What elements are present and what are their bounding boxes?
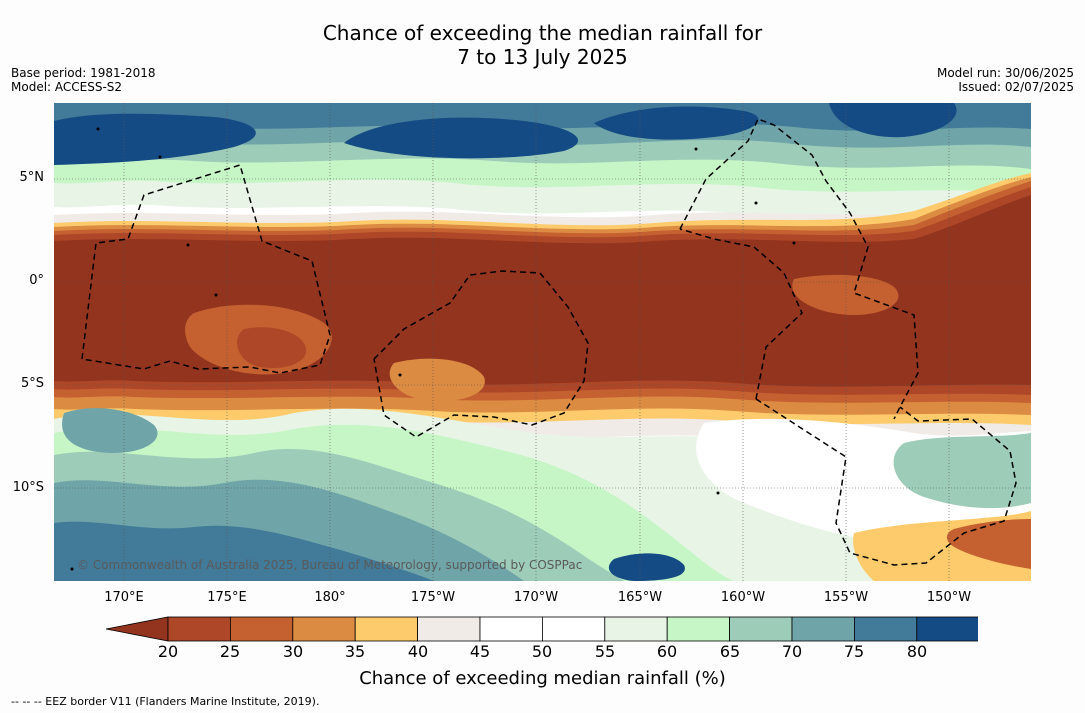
colorbar-tick-75: 75 <box>843 642 865 661</box>
lat-label-5n: 5°N <box>19 170 45 185</box>
base-period-text: Base period: 1981-2018 <box>11 66 156 80</box>
model-text: Model: ACCESS-S2 <box>11 80 123 94</box>
band-over-80-east <box>829 103 957 138</box>
eez-cook <box>755 398 1017 566</box>
band-over-80-west <box>54 113 256 165</box>
metadata-right: Model run: 30/06/2025 Issued: 02/07/2025 <box>937 66 1074 94</box>
colorbar-tick-80: 80 <box>906 642 928 661</box>
island-dot <box>694 147 698 151</box>
islands <box>70 127 796 571</box>
graticule <box>54 103 1031 581</box>
lon-label-165w: 165°W <box>617 590 663 605</box>
lon-label-155w: 155°W <box>823 590 869 605</box>
colorbar-tick-65: 65 <box>719 642 741 661</box>
colorbar-cell <box>230 616 294 642</box>
dry-lobe-central <box>389 358 485 402</box>
island-dot <box>754 201 758 205</box>
rainfall-map[interactable] <box>54 103 1031 581</box>
colorbar-tick-40: 40 <box>407 642 429 661</box>
equatorial-dry-region <box>54 173 1031 443</box>
copyright-text: © Commonwealth of Australia 2025, Bureau… <box>77 558 583 572</box>
lon-label-175w: 175°W <box>410 590 456 605</box>
lon-label-175e: 175°E <box>207 590 247 605</box>
colorbar-tick-25: 25 <box>219 642 241 661</box>
island-dot <box>70 567 74 571</box>
colorbar-tick-30: 30 <box>282 642 304 661</box>
dry-lobe-west-inner <box>237 327 307 369</box>
colorbar-tick-55: 55 <box>594 642 616 661</box>
colorbar-cell <box>791 616 855 642</box>
island-dot <box>398 373 402 377</box>
island-dot <box>186 243 190 247</box>
island-dot <box>214 293 218 297</box>
colorbar-cell <box>417 616 481 642</box>
colorbar-cell <box>604 616 668 642</box>
colorbar-cell <box>666 616 731 642</box>
lon-label-170e: 170°E <box>104 590 144 605</box>
colorbar-tick-45: 45 <box>469 642 491 661</box>
island-dot <box>158 155 162 159</box>
colorbar-arrow-low <box>106 616 169 642</box>
lat-label-0: 0° <box>29 273 44 288</box>
island-dot <box>96 127 100 131</box>
lon-label-150w: 150°W <box>926 590 972 605</box>
colorbar-cell <box>541 616 606 642</box>
island-dot <box>792 241 796 245</box>
southern-wet-region <box>54 408 1031 581</box>
colorbar-tick-50: 50 <box>531 642 553 661</box>
south-band-80 <box>54 521 434 581</box>
colorbar-tick-60: 60 <box>656 642 678 661</box>
eez-kiribati-phoenix <box>373 270 589 438</box>
se-dry-30 <box>946 519 1031 569</box>
south-patch-72 <box>62 408 158 453</box>
colorbar-tick-70: 70 <box>781 642 803 661</box>
colorbar-cells <box>106 616 978 642</box>
se-green <box>893 433 1031 509</box>
colorbar-cell <box>292 616 356 642</box>
colorbar-tick-35: 35 <box>344 642 366 661</box>
eez-footnote: -- -- -- EEZ border V11 (Flanders Marine… <box>11 695 320 708</box>
band-over-80-central <box>344 117 579 159</box>
lat-label-10s: 10°S <box>12 480 44 495</box>
map-canvas <box>54 103 1031 581</box>
south-patch-80 <box>608 553 685 581</box>
issued-text: Issued: 02/07/2025 <box>958 80 1074 94</box>
chart-title: Chance of exceeding the median rainfall … <box>0 21 1085 69</box>
title-line-1: Chance of exceeding the median rainfall … <box>322 21 763 45</box>
dry-blob-east <box>792 274 899 315</box>
eez-kiribati-line <box>679 118 919 420</box>
lon-label-170w: 170°W <box>513 590 559 605</box>
colorbar-cell <box>167 616 231 642</box>
colorbar-cell <box>854 616 918 642</box>
colorbar <box>106 616 978 642</box>
colorbar-cell <box>479 616 543 642</box>
band-over-80-central-2 <box>594 106 759 140</box>
northern-wet-region <box>54 103 1031 221</box>
eez-kiribati-gilberts <box>81 164 331 374</box>
metadata-left: Base period: 1981-2018 Model: ACCESS-S2 <box>11 66 156 94</box>
colorbar-tick-20: 20 <box>157 642 179 661</box>
title-line-2: 7 to 13 July 2025 <box>457 45 628 69</box>
colorbar-cell <box>729 616 793 642</box>
model-run-text: Model run: 30/06/2025 <box>936 66 1074 80</box>
colorbar-cell <box>354 616 418 642</box>
lat-label-5s: 5°S <box>20 376 44 391</box>
island-dot <box>716 491 720 495</box>
colorbar-label: Chance of exceeding median rainfall (%) <box>359 668 726 689</box>
eez-borders <box>81 118 1017 566</box>
eez-line-south <box>679 228 803 400</box>
lon-label-160w: 160°W <box>720 590 766 605</box>
colorbar-cell <box>916 616 978 642</box>
band-80 <box>54 103 1031 131</box>
lon-label-180: 180° <box>314 590 346 605</box>
